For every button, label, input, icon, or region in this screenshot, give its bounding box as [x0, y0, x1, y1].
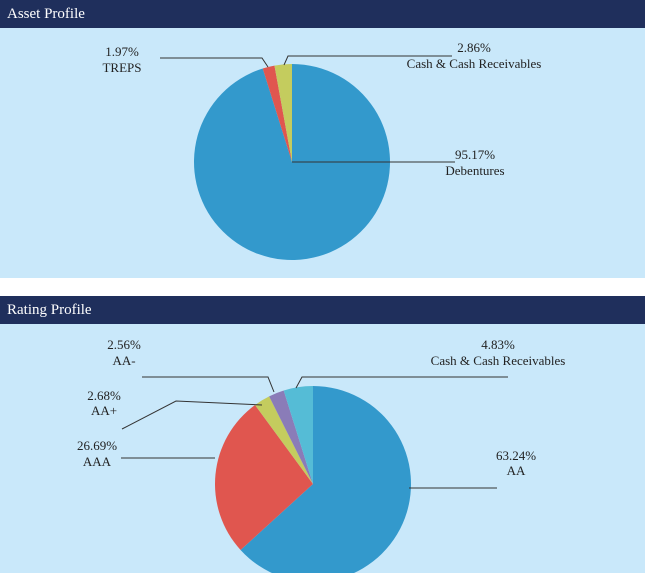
- pie-slice-treps: [262, 65, 292, 162]
- label-aa-name: AA: [507, 463, 526, 478]
- leader-line-cash-cash-receivables: [283, 55, 452, 66]
- pie-slice-cash-cash-receivables: [283, 386, 313, 484]
- pie-slice-cash-cash-receivables: [274, 64, 292, 162]
- label-rating-cash-value: 4.83%: [481, 337, 515, 352]
- rating-profile-title: Rating Profile: [0, 296, 645, 324]
- label-aaminus-value: 2.56%: [107, 337, 141, 352]
- rating-profile-panel: Rating Profile 63.24% AA 26.69% AAA 2.68…: [0, 296, 645, 573]
- leader-line-aa: [142, 376, 275, 393]
- pie-slice-aa: [240, 386, 411, 573]
- label-cash-name: Cash & Cash Receivables: [407, 56, 542, 71]
- label-aaa-name: AAA: [83, 454, 112, 469]
- label-treps-name: TREPS: [102, 60, 141, 75]
- leader-line-cash-cash-receivables: [295, 376, 508, 389]
- rating-profile-pie: 63.24% AA 26.69% AAA 2.68% AA+ 2.56% AA-…: [77, 337, 566, 573]
- label-treps-value: 1.97%: [105, 44, 139, 59]
- leader-line-treps: [160, 57, 269, 68]
- pie-slice-aa: [255, 396, 313, 484]
- label-aaplus-value: 2.68%: [87, 388, 121, 403]
- label-debentures-name: Debentures: [445, 163, 504, 178]
- label-aaa-value: 26.69%: [77, 438, 117, 453]
- asset-profile-panel: Asset Profile 95.17% Debentures 1.97% TR…: [0, 0, 645, 278]
- label-rating-cash-name: Cash & Cash Receivables: [431, 353, 566, 368]
- label-aaminus-name: AA-: [112, 353, 135, 368]
- label-cash-value: 2.86%: [457, 40, 491, 55]
- leader-line-aa: [121, 400, 263, 430]
- asset-profile-pie: 95.17% Debentures 1.97% TREPS 2.86% Cash…: [102, 40, 542, 260]
- label-aaplus-name: AA+: [91, 403, 117, 418]
- label-debentures-value: 95.17%: [455, 147, 495, 162]
- asset-profile-title: Asset Profile: [0, 0, 645, 28]
- pie-slice-aa: [269, 390, 313, 484]
- pie-slice-aaa: [214, 404, 313, 551]
- label-aa-value: 63.24%: [496, 448, 536, 463]
